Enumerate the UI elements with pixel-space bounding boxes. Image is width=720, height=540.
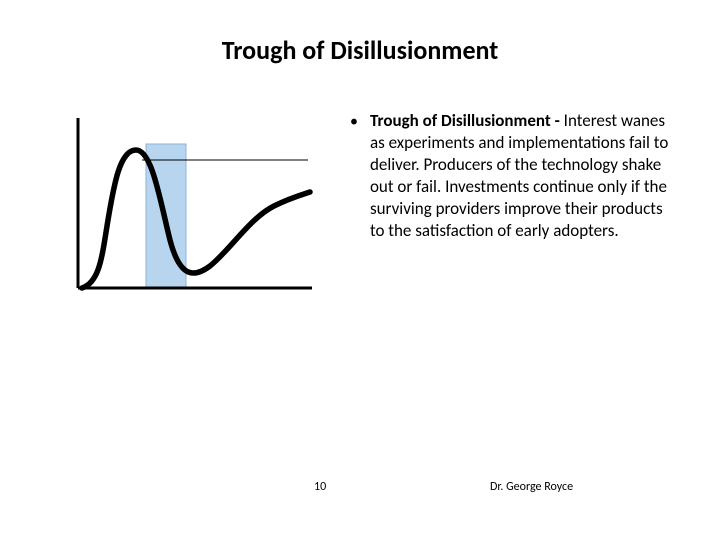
hype-curve: [82, 150, 310, 288]
footer: 10 Dr. George Royce: [0, 480, 720, 500]
slide: Trough of Disillusionment • Trough of Di…: [0, 0, 720, 540]
bullet-text: Trough of Disillusionment - Interest wan…: [370, 110, 670, 242]
bullet-lead: Trough of Disillusionment -: [370, 110, 560, 131]
slide-title: Trough of Disillusionment: [0, 34, 720, 66]
bullet-marker: •: [350, 111, 358, 133]
bullet-item: • Trough of Disillusionment - Interest w…: [350, 110, 670, 242]
main-content: • Trough of Disillusionment - Interest w…: [60, 110, 670, 310]
chart-column: [60, 110, 320, 310]
hype-cycle-chart: [60, 110, 320, 310]
text-column: • Trough of Disillusionment - Interest w…: [350, 110, 670, 310]
page-number: 10: [314, 480, 326, 494]
author-name: Dr. George Royce: [490, 480, 573, 494]
